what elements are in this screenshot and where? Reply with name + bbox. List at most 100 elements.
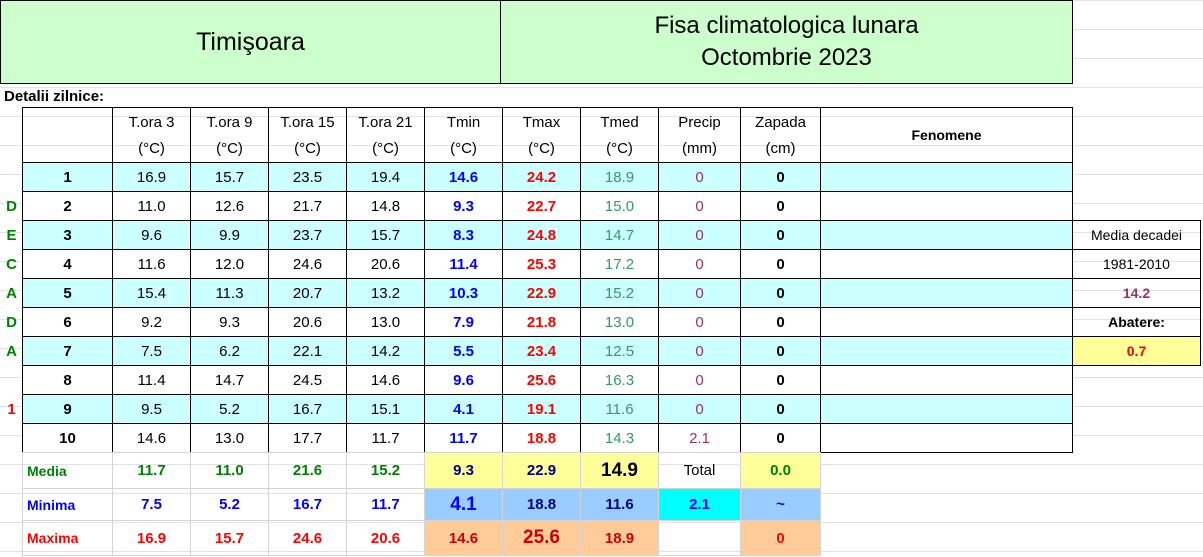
day-number: 5 bbox=[22, 278, 113, 308]
day-value: 11.7 bbox=[346, 423, 425, 453]
day-value: 0 bbox=[740, 220, 821, 250]
day-value: 13.0 bbox=[346, 307, 425, 337]
fenomene-cell bbox=[820, 394, 1073, 424]
fenomene-cell bbox=[820, 365, 1073, 395]
title-line: Fisa climatologica lunara bbox=[654, 12, 919, 39]
day-value: 7.9 bbox=[424, 307, 503, 337]
day-value: 23.5 bbox=[268, 162, 347, 192]
day-value: 5.5 bbox=[424, 336, 503, 366]
day-value: 23.4 bbox=[502, 336, 581, 366]
day-value: 13.0 bbox=[190, 423, 269, 453]
day-value: 0 bbox=[740, 336, 821, 366]
day-number: 9 bbox=[22, 394, 113, 424]
column-unit: (°C) bbox=[268, 135, 347, 163]
day-value: 11.6 bbox=[112, 249, 191, 279]
day-value: 16.3 bbox=[580, 365, 659, 395]
day-value: 9.2 bbox=[112, 307, 191, 337]
summary-value: Total bbox=[658, 452, 741, 489]
summary-label: Minima bbox=[22, 488, 113, 521]
summary-empty bbox=[658, 520, 741, 556]
column-unit: (°C) bbox=[502, 135, 581, 163]
day-value: 24.6 bbox=[268, 249, 347, 279]
fenomene-cell bbox=[820, 423, 1073, 453]
day-value: 12.5 bbox=[580, 336, 659, 366]
day-number: 3 bbox=[22, 220, 113, 250]
day-value: 22.7 bbox=[502, 191, 581, 221]
fenomene-cell bbox=[820, 278, 1073, 308]
title-line: Octombrie 2023 bbox=[701, 44, 872, 71]
day-value: 10.3 bbox=[424, 278, 503, 308]
decade-letter: A bbox=[6, 284, 17, 302]
day-value: 15.1 bbox=[346, 394, 425, 424]
day-value: 0 bbox=[658, 394, 741, 424]
summary-label: Media bbox=[22, 452, 113, 489]
day-value: 18.9 bbox=[580, 162, 659, 192]
column-unit: (°C) bbox=[424, 135, 503, 163]
summary-value: 9.3 bbox=[424, 452, 503, 489]
summary-value: 15.2 bbox=[346, 452, 425, 489]
reference-deviation-label: Abatere: bbox=[1072, 307, 1201, 337]
summary-value: 4.1 bbox=[424, 488, 503, 521]
day-value: 6.2 bbox=[190, 336, 269, 366]
decade-letter: C bbox=[6, 255, 17, 273]
day-value: 0 bbox=[740, 394, 821, 424]
day-value: 0 bbox=[740, 249, 821, 279]
summary-value: 25.6 bbox=[502, 520, 581, 556]
reference-period: 1981-2010 bbox=[1072, 249, 1201, 279]
day-value: 16.9 bbox=[112, 162, 191, 192]
day-value: 0 bbox=[740, 162, 821, 192]
day-value: 17.2 bbox=[580, 249, 659, 279]
day-number: 6 bbox=[22, 307, 113, 337]
column-name: T.ora 3 bbox=[112, 107, 191, 136]
day-value: 12.0 bbox=[190, 249, 269, 279]
fenomene-cell bbox=[820, 220, 1073, 250]
day-value: 21.8 bbox=[502, 307, 581, 337]
day-value: 14.6 bbox=[112, 423, 191, 453]
column-name: T.ora 21 bbox=[346, 107, 425, 136]
fenomene-cell bbox=[820, 336, 1073, 366]
day-value: 11.4 bbox=[112, 365, 191, 395]
summary-value: 11.0 bbox=[190, 452, 269, 489]
summary-value: 14.6 bbox=[424, 520, 503, 556]
day-value: 13.0 bbox=[580, 307, 659, 337]
section-label: Detalii zilnice: bbox=[4, 88, 105, 105]
summary-value: 24.6 bbox=[268, 520, 347, 556]
day-value: 22.1 bbox=[268, 336, 347, 366]
day-value: 24.5 bbox=[268, 365, 347, 395]
summary-label: Maxima bbox=[22, 520, 113, 556]
fenomene-cell bbox=[820, 162, 1073, 192]
summary-value: 5.2 bbox=[190, 488, 269, 521]
column-name: Zapada bbox=[740, 107, 821, 136]
column-name: Tmed bbox=[580, 107, 659, 136]
day-value: 0 bbox=[658, 191, 741, 221]
day-value: 0 bbox=[740, 191, 821, 221]
day-value: 11.4 bbox=[424, 249, 503, 279]
day-value: 2.1 bbox=[658, 423, 741, 453]
day-value: 14.7 bbox=[580, 220, 659, 250]
summary-value: 7.5 bbox=[112, 488, 191, 521]
summary-value: 15.7 bbox=[190, 520, 269, 556]
day-number: 10 bbox=[22, 423, 113, 453]
summary-value: 11.6 bbox=[580, 488, 659, 521]
day-value: 0 bbox=[658, 278, 741, 308]
day-value: 15.2 bbox=[580, 278, 659, 308]
summary-value: 16.7 bbox=[268, 488, 347, 521]
day-value: 5.2 bbox=[190, 394, 269, 424]
day-value: 17.7 bbox=[268, 423, 347, 453]
fenomene-cell bbox=[820, 249, 1073, 279]
day-value: 9.6 bbox=[112, 220, 191, 250]
summary-value: 0 bbox=[740, 520, 821, 556]
day-value: 0 bbox=[658, 249, 741, 279]
day-value: 9.6 bbox=[424, 365, 503, 395]
day-value: 24.8 bbox=[502, 220, 581, 250]
day-value: 20.6 bbox=[346, 249, 425, 279]
decade-letter: E bbox=[6, 226, 17, 244]
reference-label: Media decadei bbox=[1072, 220, 1201, 250]
column-name: Tmin bbox=[424, 107, 503, 136]
day-value: 14.7 bbox=[190, 365, 269, 395]
summary-value: 11.7 bbox=[112, 452, 191, 489]
column-name: T.ora 9 bbox=[190, 107, 269, 136]
fenomene-cell bbox=[820, 191, 1073, 221]
day-value: 0 bbox=[658, 220, 741, 250]
day-number: 4 bbox=[22, 249, 113, 279]
